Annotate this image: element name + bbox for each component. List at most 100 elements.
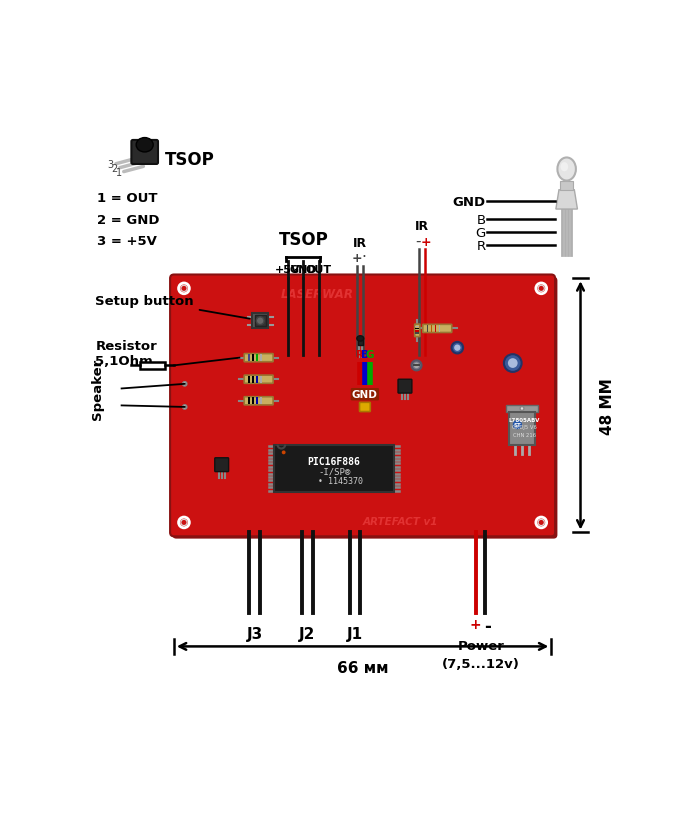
Text: GND: GND <box>290 265 317 275</box>
Text: CHN 216: CHN 216 <box>512 432 536 437</box>
Bar <box>435 325 436 333</box>
Circle shape <box>178 283 189 294</box>
Text: Resistor
5,1Ohm: Resistor 5,1Ohm <box>95 340 158 368</box>
Bar <box>415 327 419 328</box>
Bar <box>430 325 432 333</box>
Text: Power: Power <box>458 639 505 652</box>
Text: 3: 3 <box>108 160 114 170</box>
Ellipse shape <box>136 138 153 153</box>
Text: G: G <box>475 226 486 239</box>
Text: • 1145370: • 1145370 <box>318 476 363 485</box>
Bar <box>256 376 258 383</box>
Text: -I/SP®: -I/SP® <box>318 467 350 476</box>
Bar <box>252 398 253 405</box>
Bar <box>260 355 262 362</box>
Text: L7805ABV: L7805ABV <box>509 417 540 423</box>
Bar <box>256 355 258 362</box>
Circle shape <box>513 420 522 430</box>
Text: +: + <box>469 618 481 631</box>
Circle shape <box>452 342 463 354</box>
Text: PIC16F886: PIC16F886 <box>308 456 360 466</box>
Bar <box>426 325 428 333</box>
FancyBboxPatch shape <box>423 325 452 333</box>
Text: TSOP: TSOP <box>164 151 214 169</box>
Bar <box>248 355 250 362</box>
FancyBboxPatch shape <box>244 397 273 405</box>
Circle shape <box>536 518 547 528</box>
Text: Speaker: Speaker <box>91 359 104 419</box>
Text: 2 = GND: 2 = GND <box>97 213 160 226</box>
FancyBboxPatch shape <box>215 458 229 472</box>
Text: IR: IR <box>415 219 429 233</box>
FancyBboxPatch shape <box>244 376 273 384</box>
FancyBboxPatch shape <box>132 141 158 165</box>
Text: J2: J2 <box>299 627 315 641</box>
Bar <box>248 376 250 383</box>
Text: GND: GND <box>352 390 378 400</box>
Text: (7,5...12v): (7,5...12v) <box>442 658 520 671</box>
Ellipse shape <box>557 158 576 181</box>
Text: +: + <box>351 252 362 265</box>
Text: R: R <box>356 350 364 360</box>
FancyBboxPatch shape <box>360 403 370 412</box>
Text: GKDJ5 V6: GKDJ5 V6 <box>512 425 537 430</box>
FancyBboxPatch shape <box>170 275 555 536</box>
Circle shape <box>414 363 419 369</box>
Circle shape <box>508 359 517 369</box>
Text: G: G <box>365 350 375 360</box>
Bar <box>274 445 394 493</box>
Text: IR: IR <box>354 237 368 250</box>
Circle shape <box>183 405 187 410</box>
Bar <box>248 398 250 405</box>
Circle shape <box>520 407 524 411</box>
Bar <box>260 398 262 405</box>
Bar <box>561 181 573 191</box>
Ellipse shape <box>561 163 568 172</box>
Text: LASERWAR: LASERWAR <box>281 288 354 301</box>
Bar <box>508 413 536 445</box>
Bar <box>252 376 253 383</box>
Bar <box>438 325 440 333</box>
Text: B: B <box>361 350 369 360</box>
Bar <box>140 362 164 369</box>
Text: Setup button: Setup button <box>95 294 250 319</box>
Bar <box>358 339 363 346</box>
Circle shape <box>454 345 461 351</box>
Bar <box>255 316 265 327</box>
Circle shape <box>536 283 547 294</box>
Text: B: B <box>477 213 486 226</box>
Text: +5V: +5V <box>275 265 301 275</box>
Text: ·: · <box>362 250 367 265</box>
Circle shape <box>181 520 187 526</box>
Circle shape <box>282 451 286 455</box>
Bar <box>415 331 419 333</box>
Ellipse shape <box>357 337 364 342</box>
Text: 66 мм: 66 мм <box>337 660 389 676</box>
Circle shape <box>183 382 187 387</box>
Text: +: + <box>421 235 431 248</box>
Bar <box>256 398 258 405</box>
Circle shape <box>538 520 545 526</box>
Text: -: - <box>484 618 491 636</box>
Text: 1: 1 <box>116 167 122 178</box>
Bar <box>252 355 253 362</box>
Bar <box>415 328 419 330</box>
Circle shape <box>178 518 189 528</box>
Text: J3: J3 <box>246 627 263 641</box>
Text: 48 MM: 48 MM <box>600 378 615 434</box>
FancyBboxPatch shape <box>244 354 273 362</box>
Text: 2: 2 <box>111 164 118 174</box>
Text: J1: J1 <box>346 627 363 641</box>
Circle shape <box>538 286 545 292</box>
Polygon shape <box>556 191 578 210</box>
Text: -: - <box>415 233 421 248</box>
Circle shape <box>256 318 264 325</box>
FancyBboxPatch shape <box>414 324 420 337</box>
Circle shape <box>412 361 421 371</box>
Text: 1 = OUT: 1 = OUT <box>97 192 158 205</box>
Text: GND: GND <box>453 196 486 209</box>
Text: R: R <box>477 239 486 252</box>
Bar <box>253 314 268 329</box>
Text: 3 = +5V: 3 = +5V <box>97 235 157 248</box>
Text: ARTEFACT v1: ARTEFACT v1 <box>363 516 438 527</box>
